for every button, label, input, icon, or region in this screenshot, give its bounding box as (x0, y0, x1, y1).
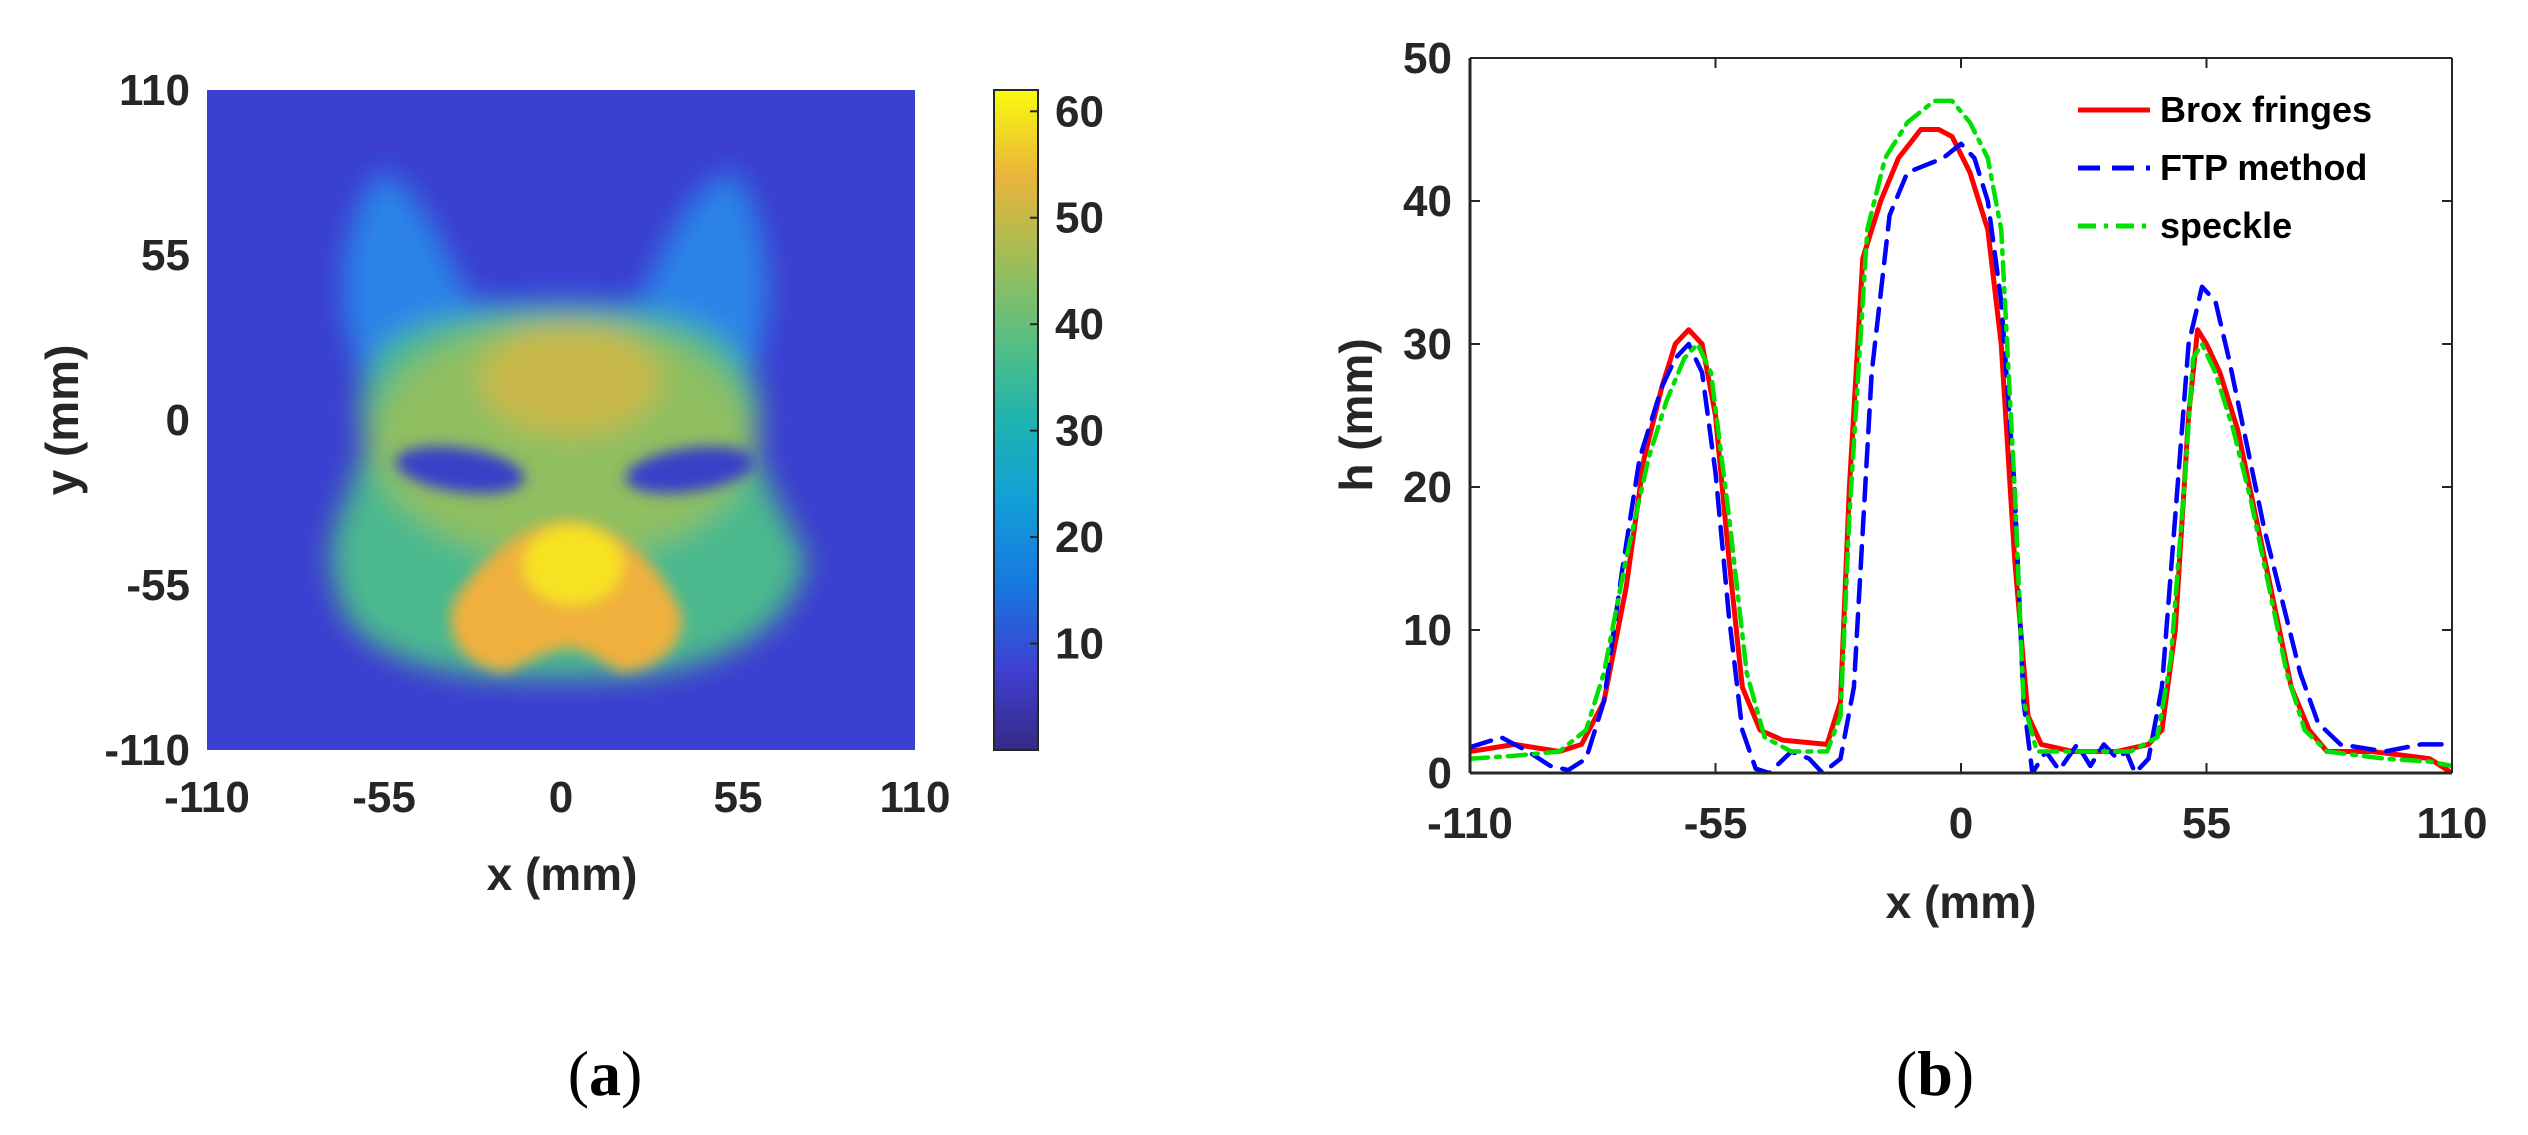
line-x-tick-2: 0 (1949, 799, 1973, 848)
colorbar-ticks: 60 50 40 30 20 10 (1030, 87, 1104, 669)
colorbar-tick-5: 10 (1055, 620, 1104, 669)
heatmap-forehead (480, 325, 660, 435)
heatmap-right-eye (625, 446, 755, 494)
colorbar: 60 50 40 30 20 10 (993, 87, 1104, 751)
caption-a-letter: a (589, 1038, 621, 1109)
heatmap-y-ticks: 110 55 0 -55 -110 (104, 66, 190, 775)
line-y-tick-0: 0 (1428, 749, 1452, 798)
legend-label-2: speckle (2160, 205, 2292, 246)
heatmap-x-tick-1: -55 (352, 773, 416, 822)
legend-label-1: FTP method (2160, 147, 2367, 188)
legend: Brox fringes FTP method speckle (2078, 89, 2372, 246)
line-x-tick-1: -55 (1684, 799, 1748, 848)
colorbar-tick-0: 60 (1055, 87, 1104, 136)
line-x-label: x (mm) (1886, 876, 2037, 928)
heatmap-x-ticks: -110 -55 0 55 110 (164, 773, 950, 822)
line-x-tick-3: 55 (2182, 799, 2231, 848)
colorbar-tick-4: 20 (1055, 513, 1104, 562)
line-y-tick-3: 30 (1403, 320, 1452, 369)
line-y-tick-5: 50 (1403, 34, 1452, 83)
caption-b: (b) (1896, 1038, 1974, 1109)
line-y-tick-4: 40 (1403, 177, 1452, 226)
heatmap-nose-peak (523, 525, 623, 605)
series-lines (1470, 98, 2452, 773)
line-y-tick-1: 10 (1403, 606, 1452, 655)
heatmap-x-label: x (mm) (487, 848, 638, 900)
line-y-ticks: 0 10 20 30 40 50 (1403, 34, 2452, 798)
plot-area (1470, 58, 2452, 773)
colorbar-gradient (993, 89, 1039, 751)
line-y-label: h (mm) (1330, 338, 1382, 491)
heatmap-x-tick-2: 0 (549, 773, 573, 822)
heatmap-y-tick-1: 55 (141, 231, 190, 280)
heatmap-y-label: y (mm) (36, 345, 88, 496)
series-line-speckle (1470, 98, 2452, 769)
series-line-ftp-method (1470, 141, 2452, 773)
heatmap-x-tick-3: 55 (714, 773, 763, 822)
line-y-tick-2: 20 (1403, 463, 1452, 512)
heatmap-y-tick-4: -110 (104, 726, 190, 775)
colorbar-tick-3: 30 (1055, 407, 1104, 456)
heatmap-x-tick-4: 110 (880, 773, 951, 822)
heatmap-left-eye (395, 446, 525, 494)
caption-b-letter: b (1917, 1038, 1953, 1109)
colorbar-tick-2: 40 (1055, 300, 1104, 349)
heatmap-y-tick-0: 110 (119, 66, 190, 115)
heatmap-x-tick-0: -110 (164, 773, 250, 822)
line-x-ticks: -110 -55 0 55 110 (1427, 58, 2487, 848)
colorbar-tick-1: 50 (1055, 194, 1104, 243)
line-x-tick-4: 110 (2417, 799, 2488, 848)
heatmap-image (207, 90, 915, 750)
legend-label-0: Brox fringes (2160, 89, 2372, 130)
caption-a: (a) (568, 1038, 643, 1109)
line-x-tick-0: -110 (1427, 799, 1513, 848)
heatmap-y-tick-3: -55 (126, 561, 190, 610)
heatmap-y-tick-2: 0 (166, 396, 190, 445)
